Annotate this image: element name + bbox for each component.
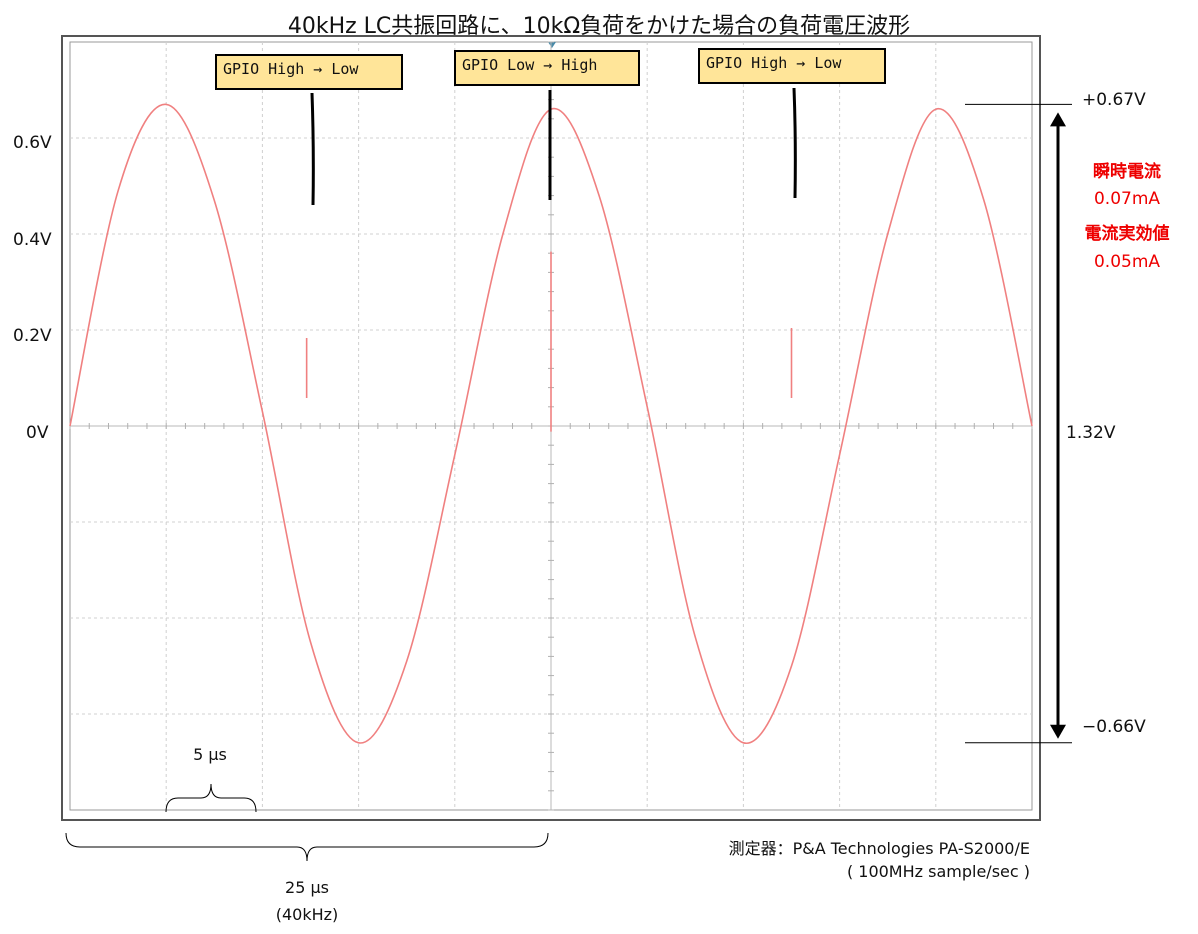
gpio-annotation: GPIO Low → High: [454, 50, 640, 86]
peak-to-peak-label: 1.32V: [1066, 423, 1116, 443]
current-value: 0.07mA: [1093, 189, 1161, 209]
rms-value: 0.05mA: [1093, 252, 1161, 272]
y-tick-label: 0.4V: [13, 230, 52, 250]
arrow-down-icon: [1050, 724, 1066, 739]
small-span-label: 5 μs: [193, 745, 227, 764]
gpio-pointer-line: [310, 92, 315, 206]
small-span-brace: [165, 783, 257, 813]
peak-voltage-label: +0.67V: [1082, 90, 1146, 110]
large-span-label: 25 μs: [285, 878, 329, 897]
trigger-marker-icon: [548, 42, 556, 48]
trough-voltage-label: −0.66V: [1082, 717, 1146, 737]
current-title: 瞬時電流: [1093, 162, 1161, 182]
rms-title: 電流実効値: [1084, 224, 1170, 244]
y-tick-label: 0.6V: [13, 133, 52, 153]
chart-title: 40kHz LC共振回路に、10kΩ負荷をかけた場合の負荷電圧波形: [287, 14, 911, 39]
large-span-brace: [65, 832, 549, 862]
y-tick-label: 0V: [26, 423, 49, 443]
gpio-pointer-line: [792, 87, 797, 199]
gpio-annotation: GPIO High → Low: [698, 48, 886, 84]
frequency-label: (40kHz): [275, 905, 339, 924]
sample-rate-label: ( 100MHz sample/sec ): [846, 862, 1030, 881]
arrow-up-icon: [1050, 112, 1066, 127]
instrument-label: 測定器：P&A Technologies PA-S2000/E: [728, 839, 1030, 858]
gpio-annotation: GPIO High → Low: [215, 54, 403, 90]
y-tick-label: 0.2V: [13, 326, 52, 346]
